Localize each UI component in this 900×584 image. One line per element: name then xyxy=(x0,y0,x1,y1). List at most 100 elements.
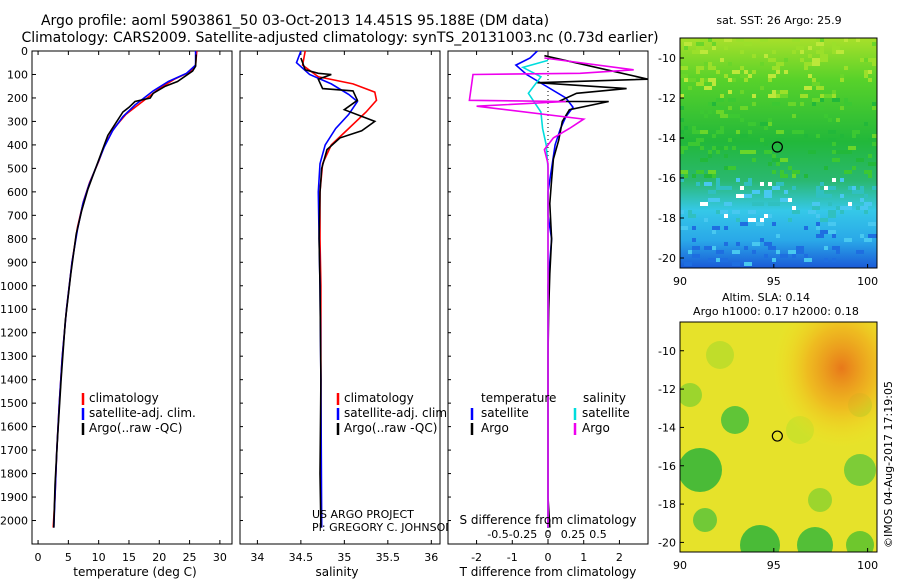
sst-pixel xyxy=(768,118,772,122)
sst-pixel xyxy=(792,114,796,118)
sst-pixel xyxy=(776,70,780,74)
sst-pixel xyxy=(864,210,868,214)
sla-map-title: Altim. SLA: 0.14 xyxy=(722,291,810,304)
sst-pixel xyxy=(864,70,868,74)
sst-pixel xyxy=(728,166,736,170)
sst-pixel xyxy=(772,222,776,226)
sst-pixel xyxy=(688,78,696,82)
sst-pixel xyxy=(740,106,748,110)
sst-pixel xyxy=(812,62,820,66)
sst-pixel xyxy=(820,106,824,110)
sst-pixel xyxy=(800,102,804,106)
sst-pixel xyxy=(776,250,780,254)
map-y-tick-label: -20 xyxy=(658,536,676,549)
sst-pixel xyxy=(748,178,752,182)
sst-pixel xyxy=(828,210,836,214)
sst-pixel xyxy=(700,130,708,134)
sst-pixel xyxy=(728,106,732,110)
x-tick-label: 34 xyxy=(250,551,264,564)
sst-pixel xyxy=(788,218,792,222)
sst-pixel xyxy=(808,46,812,50)
sst-pixel xyxy=(868,174,872,178)
sst-pixel xyxy=(840,178,844,182)
depth-tick-label: 1500 xyxy=(0,397,28,410)
x-tick-label: 0 xyxy=(35,551,42,564)
sst-pixel xyxy=(832,214,836,218)
sst-pixel xyxy=(828,186,836,190)
sst-pixel xyxy=(744,70,748,74)
map-y-tick-label: -14 xyxy=(658,421,676,434)
sst-pixel xyxy=(740,186,744,190)
depth-tick-label: 1600 xyxy=(0,421,28,434)
sst-pixel xyxy=(680,118,684,122)
series-line xyxy=(300,57,377,528)
depth-tick-label: 1400 xyxy=(0,374,28,387)
sst-pixel xyxy=(768,58,772,62)
sst-pixel xyxy=(776,182,784,186)
sst-pixel xyxy=(840,206,848,210)
sst-pixel xyxy=(736,178,740,182)
sst-map-title: sat. SST: 26 Argo: 25.9 xyxy=(716,14,841,27)
sst-pixel xyxy=(768,162,772,166)
sst-pixel xyxy=(700,110,704,114)
sst-pixel xyxy=(764,254,768,258)
sst-pixel xyxy=(776,234,780,238)
figure-subtitle: Climatology: CARS2009. Satellite-adjuste… xyxy=(21,30,658,46)
sst-pixel xyxy=(760,138,764,142)
sst-pixel xyxy=(864,202,872,206)
sst-pixel xyxy=(860,198,864,202)
depth-tick-label: 1900 xyxy=(0,491,28,504)
legend-label: satellite-adj. clim. xyxy=(344,406,451,420)
sst-pixel xyxy=(832,246,840,250)
sst-pixel xyxy=(716,250,724,254)
sst-pixel xyxy=(860,206,868,210)
sst-pixel xyxy=(752,102,756,106)
sst-map-panel: sat. SST: 26 Argo: 25.9 90 95 100 -10 -12 -14… xyxy=(658,14,878,288)
sst-pixel xyxy=(780,174,788,178)
sst-pixel xyxy=(784,70,788,74)
map-y-tick-label: -10 xyxy=(658,345,676,358)
sst-pixel xyxy=(744,42,752,46)
difference-profiles xyxy=(468,51,648,528)
depth-tick-label: 400 xyxy=(7,139,28,152)
sla-float-marker xyxy=(771,430,783,442)
depth-tick-label: 200 xyxy=(7,92,28,105)
sst-pixel xyxy=(824,166,828,170)
s-diff-tick-label: 0.25 xyxy=(561,528,586,541)
sst-pixel xyxy=(744,262,752,266)
sst-pixel xyxy=(748,150,756,154)
sst-pixel xyxy=(680,74,688,78)
sst-pixel xyxy=(756,222,764,226)
sst-pixel xyxy=(868,234,872,238)
sst-pixel xyxy=(732,262,740,266)
sst-pixel xyxy=(872,134,877,138)
sst-pixel xyxy=(776,62,784,66)
sst-pixel xyxy=(868,162,876,166)
map-x-tick-label: 100 xyxy=(857,559,878,572)
sst-pixel xyxy=(720,258,728,262)
sst-pixel xyxy=(692,130,700,134)
sst-pixel xyxy=(732,138,736,142)
x-tick-label: 25 xyxy=(183,551,197,564)
sst-pixel xyxy=(776,162,780,166)
sst-pixel xyxy=(700,202,708,206)
sst-pixel xyxy=(744,246,748,250)
sst-pixel xyxy=(872,42,876,46)
temperature-plot-frame xyxy=(31,50,233,545)
sst-pixel xyxy=(780,198,788,202)
sst-pixel xyxy=(824,194,832,198)
sst-pixel xyxy=(872,186,877,190)
sst-pixel xyxy=(832,142,836,146)
sst-pixel xyxy=(700,146,704,150)
depth-tick-label: 900 xyxy=(7,256,28,269)
sst-pixel xyxy=(816,222,820,226)
sst-pixel xyxy=(716,150,720,154)
x-tick-label: 35.5 xyxy=(376,551,401,564)
x-tick-label: 0 xyxy=(545,551,552,564)
sst-map-frame xyxy=(679,37,878,269)
sst-pixel xyxy=(752,158,756,162)
sst-pixel xyxy=(864,170,872,174)
sst-pixel xyxy=(824,258,828,262)
sst-pixel xyxy=(828,230,836,234)
